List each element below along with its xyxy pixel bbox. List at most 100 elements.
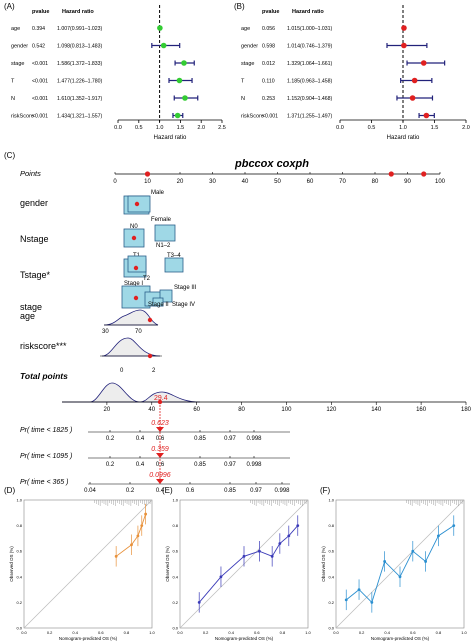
row-pvalue: <0.001: [32, 79, 48, 85]
age-tick-label: 70: [135, 329, 142, 335]
x-tick-label: 2.0: [462, 125, 470, 131]
pr-tick-label: 0.85: [194, 462, 206, 468]
hr-point: [181, 60, 187, 66]
pr-tick-label: 0.04: [84, 488, 96, 494]
total-points-tick-label: 120: [326, 407, 337, 413]
calibration-point: [114, 554, 118, 558]
row-hr-text: 1.586(1.372–1.833): [57, 61, 103, 67]
pr-tick-label: 0.97: [224, 462, 236, 468]
forest-plot-a: pvalue Hazard ratio age 0.394 1.007(0.991–1.…: [11, 5, 226, 141]
y-axis-label: Observed OS (%): [165, 546, 170, 582]
calibration-point: [424, 560, 427, 563]
y-tick-label: 0.2: [328, 600, 334, 605]
total-points-value: 29.4: [154, 395, 168, 402]
hr-point: [157, 25, 163, 31]
row-hr-text: 1.329(1.064–1.661): [287, 61, 333, 67]
panel-f-label: (F): [320, 486, 331, 495]
calibration-point: [242, 554, 246, 558]
y-tick-label: 0.6: [16, 549, 22, 554]
hr-point: [176, 77, 183, 84]
row-hr-text: 1.477(1.226–1.780): [57, 79, 103, 85]
y-tick-label: 1.0: [172, 498, 178, 503]
calibration-point: [383, 560, 387, 563]
calibration-plot-d: 0.0 0.2 0.4 0.6 0.8 1.0 0.0 0.2 0.4 0.6 0.8 1.0 Nomo…: [9, 498, 156, 642]
pr-row-label: Pr( time < 365 ): [20, 479, 68, 486]
pr-tick-label: 0.97: [250, 488, 262, 494]
panel-a-label: (A): [4, 2, 15, 11]
points-tick-label: 40: [242, 179, 249, 185]
calibration-point: [296, 524, 300, 527]
pr-tick-label: 0.4: [156, 488, 165, 494]
points-tick-label: 0: [113, 179, 117, 185]
pr-tick-label: 0.85: [194, 436, 206, 442]
pr-marker: [156, 453, 164, 458]
row-label: T: [11, 79, 15, 85]
y-tick-label: 0.6: [172, 549, 178, 554]
level-label: Stage IV: [172, 302, 195, 308]
selected-level-marker: [147, 353, 153, 359]
pr-tick-label: 0.85: [224, 488, 236, 494]
pvalue-header: pvalue: [262, 9, 279, 15]
hr-point: [174, 112, 181, 119]
forest-plot-b: pvalue Hazard ratio age 0.056 1.015(1.000–1.…: [241, 5, 470, 141]
row-pvalue: <0.001: [32, 114, 48, 120]
level-box-t1b: [127, 255, 147, 273]
calibration-line: [115, 513, 147, 557]
x-tick-label: 0.6: [98, 630, 104, 635]
row-pvalue: 0.012: [262, 61, 275, 67]
x-tick-label: 0.6: [410, 630, 416, 635]
y-tick-label: 0.2: [172, 600, 178, 605]
pr-value: 0.623: [151, 420, 169, 427]
level-box-t3-4: [164, 257, 184, 273]
calibration-point: [270, 554, 274, 558]
x-tick-label: 0.0: [336, 125, 344, 131]
row-label: N: [11, 96, 15, 102]
row-hr-text: 1.014(0.746–1.379): [287, 44, 333, 50]
calibration-point: [287, 534, 291, 538]
points-tick-label: 90: [404, 179, 411, 185]
hr-point: [423, 112, 430, 119]
pr-marker: [156, 479, 164, 484]
total-points-tick-label: 100: [281, 407, 292, 413]
x-tick-label: 1.0: [399, 125, 407, 131]
points-tick-label: 100: [435, 179, 446, 185]
selected-level-marker: [147, 317, 153, 323]
x-axis-label: Nomogram-predicted OS (%): [215, 636, 274, 641]
age-density: [103, 309, 159, 326]
pr-value: 0.0996: [149, 472, 171, 479]
row-label: age: [11, 26, 20, 32]
row-label: gender: [11, 44, 28, 50]
x-tick-label: 2.0: [197, 125, 205, 131]
points-label: Points: [20, 169, 41, 178]
points-marker: [144, 171, 151, 177]
calibration-point: [344, 598, 348, 602]
points-tick-label: 30: [209, 179, 216, 185]
x-tick-label: 1.5: [177, 125, 185, 131]
var-label-tstage: Tstage*: [20, 270, 51, 280]
var-label-riskscore: riskscore***: [20, 341, 67, 351]
calibration-plots: 0.0 0.2 0.4 0.6 0.8 1.0 0.0 0.2 0.4 0.6 0.8 1.0 Nomo…: [9, 498, 468, 642]
x-tick-label: 0.4: [72, 630, 78, 635]
pr-tick-label: 0.4: [136, 436, 145, 442]
var-label-nstage: Nstage: [20, 234, 49, 244]
x-tick-label: 1.0: [149, 630, 155, 635]
row-hr-text: 1.371(1.255–1.497): [287, 114, 333, 120]
x-tick-label: 0.2: [359, 630, 365, 635]
pr-tick-label: 0.2: [106, 436, 115, 442]
points-tick-label: 20: [177, 179, 184, 185]
riskscore-tick-label: 2: [152, 368, 156, 374]
x-axis-label: Nomogram-predicted OS (%): [59, 636, 118, 641]
calibration-point: [140, 524, 144, 527]
pr-tick-label: 0.998: [246, 436, 262, 442]
total-points-tick-label: 40: [148, 407, 155, 413]
calibration-plot-f: 0.0 0.2 0.4 0.6 0.8 1.0 0.0 0.2 0.4 0.6 0.8 1.0 Nomo…: [321, 498, 468, 642]
row-hr-text: 1.015(1.000–1.031): [287, 26, 333, 32]
row-hr-text: 1.007(0.991–1.023): [57, 26, 103, 32]
row-label: riskScore: [241, 114, 264, 120]
x-tick-label: 0.0: [21, 630, 27, 635]
x-tick-label: 0.5: [368, 125, 376, 131]
level-label: N1–2: [156, 243, 171, 249]
pr-tick-label: 0.6: [186, 488, 195, 494]
pr-tick-label: 0.6: [156, 436, 165, 442]
